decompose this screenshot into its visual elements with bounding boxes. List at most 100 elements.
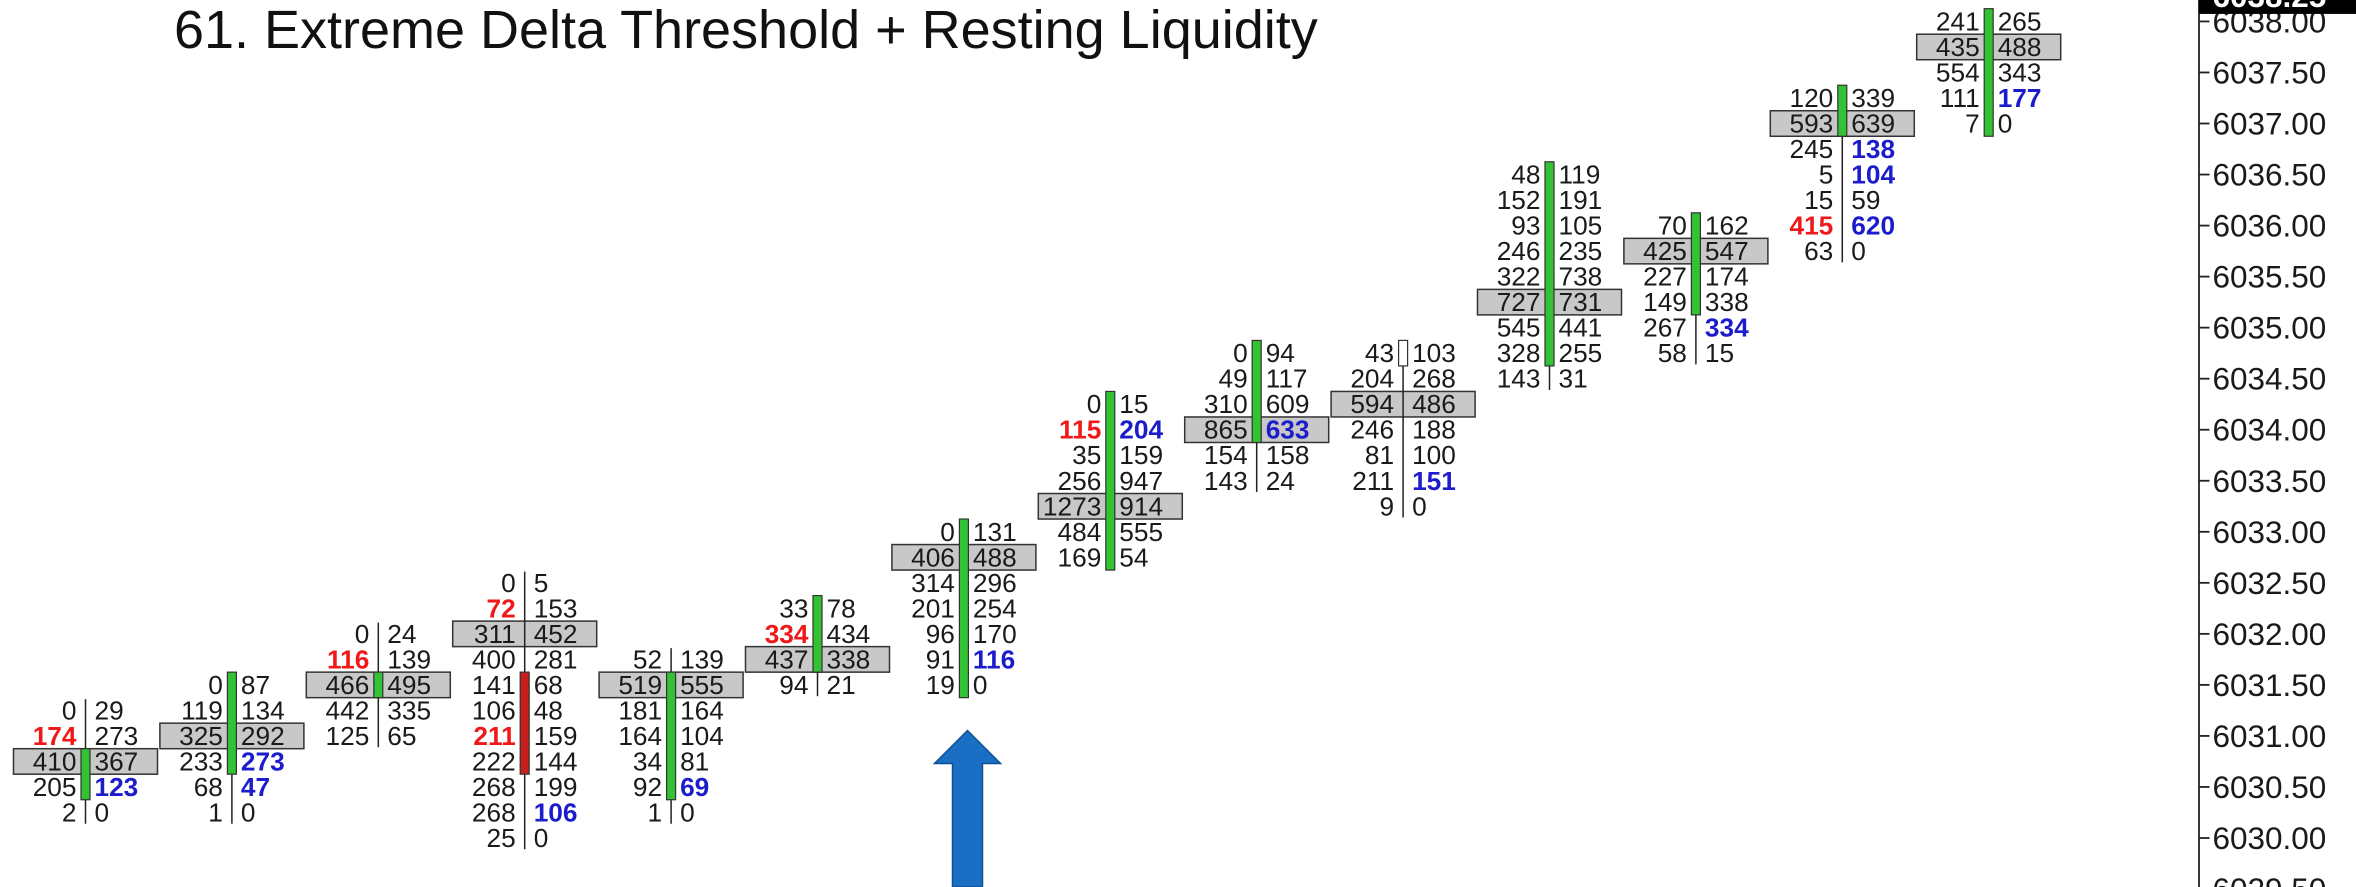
bid-volume: 52 — [633, 644, 662, 674]
y-tick-label: 6035.00 — [2212, 310, 2326, 346]
ask-volume: 0 — [534, 823, 549, 853]
bid-volume: 268 — [472, 797, 516, 827]
ask-volume: 731 — [1558, 287, 1602, 317]
ask-volume: 0 — [1412, 491, 1427, 521]
bid-volume: 115 — [1059, 415, 1101, 445]
current-price-label: 6038.25 — [2212, 0, 2326, 14]
bid-volume: 9 — [1380, 491, 1395, 521]
ask-volume: 164 — [680, 695, 724, 725]
bid-volume: 268 — [472, 772, 516, 802]
ask-volume: 738 — [1558, 262, 1602, 292]
ask-volume: 339 — [1851, 83, 1895, 113]
bid-volume: 310 — [1204, 389, 1248, 419]
ask-volume: 105 — [1558, 211, 1602, 241]
bid-volume: 410 — [33, 746, 77, 776]
ask-volume: 106 — [534, 797, 578, 827]
ask-volume: 48 — [534, 695, 563, 725]
ask-volume: 188 — [1412, 415, 1456, 445]
bid-volume: 49 — [1219, 364, 1248, 394]
ask-volume: 191 — [1558, 185, 1602, 215]
bid-volume: 594 — [1350, 389, 1394, 419]
bid-volume: 222 — [472, 746, 516, 776]
ask-volume: 103 — [1412, 338, 1456, 368]
bid-volume: 205 — [33, 772, 77, 802]
bid-volume: 311 — [474, 619, 516, 649]
ask-volume: 620 — [1851, 211, 1895, 241]
bid-volume: 119 — [181, 695, 223, 725]
y-tick-label: 6030.00 — [2212, 820, 2326, 856]
ask-volume: 29 — [94, 695, 123, 725]
ask-volume: 343 — [1998, 57, 2042, 87]
bid-volume: 233 — [179, 746, 223, 776]
bid-volume: 63 — [1804, 236, 1833, 266]
bid-volume: 245 — [1790, 134, 1834, 164]
bid-volume: 545 — [1497, 313, 1541, 343]
ask-volume: 15 — [1119, 389, 1148, 419]
ask-volume: 338 — [1705, 287, 1749, 317]
bid-volume: 164 — [618, 721, 662, 751]
bid-volume: 0 — [940, 517, 955, 547]
bid-volume: 106 — [472, 695, 516, 725]
ask-volume: 117 — [1266, 364, 1308, 394]
current-price-box — [2198, 0, 2356, 14]
bid-volume: 227 — [1643, 262, 1687, 292]
ask-volume: 94 — [1266, 338, 1295, 368]
ask-volume: 273 — [94, 721, 138, 751]
bid-volume: 1 — [648, 797, 663, 827]
ask-volume: 335 — [387, 695, 431, 725]
ask-volume: 144 — [534, 746, 578, 776]
bid-volume: 141 — [472, 670, 516, 700]
candle-body — [1544, 161, 1555, 367]
ask-volume: 138 — [1851, 134, 1895, 164]
bid-volume: 241 — [1936, 6, 1980, 36]
bid-volume: 5 — [1819, 160, 1834, 190]
y-tick-label: 6032.50 — [2212, 565, 2326, 601]
bid-volume: 34 — [633, 746, 662, 776]
ask-volume: 119 — [1558, 160, 1600, 190]
candle-body — [80, 748, 91, 801]
bid-volume: 0 — [62, 695, 77, 725]
ask-volume: 486 — [1412, 389, 1456, 419]
ask-volume: 158 — [1266, 440, 1310, 470]
bid-volume: 2 — [62, 797, 77, 827]
bid-volume: 1 — [208, 797, 223, 827]
y-tick-label: 6035.50 — [2212, 259, 2326, 295]
ask-volume: 24 — [1266, 466, 1295, 496]
bid-volume: 865 — [1204, 415, 1248, 445]
bid-volume: 58 — [1658, 338, 1687, 368]
bid-volume: 322 — [1497, 262, 1541, 292]
bid-volume: 435 — [1936, 32, 1980, 62]
y-tick-label: 6037.00 — [2212, 106, 2326, 142]
bid-volume: 1273 — [1043, 491, 1101, 521]
ask-volume: 123 — [94, 772, 138, 802]
ask-volume: 139 — [680, 644, 724, 674]
ask-volume: 296 — [973, 568, 1017, 598]
bid-volume: 93 — [1511, 211, 1540, 241]
bid-volume: 143 — [1497, 364, 1541, 394]
bid-volume: 81 — [1365, 440, 1394, 470]
candle-body — [226, 671, 237, 775]
ask-volume: 104 — [680, 721, 724, 751]
ask-volume: 633 — [1266, 415, 1310, 445]
ask-volume: 59 — [1851, 185, 1880, 215]
ask-volume: 255 — [1558, 338, 1602, 368]
ask-volume: 134 — [241, 695, 285, 725]
bid-volume: 437 — [765, 644, 809, 674]
bid-volume: 246 — [1497, 236, 1541, 266]
bid-volume: 33 — [779, 593, 808, 623]
ask-volume: 639 — [1851, 109, 1895, 139]
bid-volume: 211 — [1352, 466, 1394, 496]
bid-volume: 406 — [911, 542, 955, 572]
ask-volume: 87 — [241, 670, 270, 700]
bid-volume: 169 — [1058, 542, 1102, 572]
bid-volume: 400 — [472, 644, 516, 674]
ask-volume: 31 — [1558, 364, 1587, 394]
ask-volume: 0 — [1998, 109, 2013, 139]
bid-volume: 314 — [911, 568, 955, 598]
bid-volume: 519 — [618, 670, 662, 700]
bid-volume: 154 — [1204, 440, 1248, 470]
y-tick-label: 6029.50 — [2212, 871, 2326, 887]
